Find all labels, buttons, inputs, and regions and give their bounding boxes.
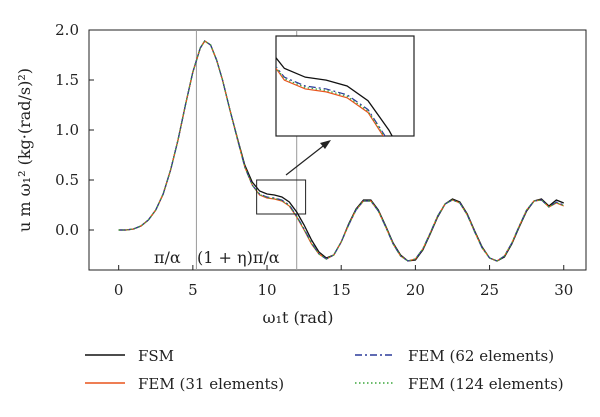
- legend-label-fem124: FEM (124 elements): [408, 375, 564, 393]
- x-tick-label: 0: [114, 281, 124, 299]
- inset: [256, 35, 415, 215]
- y-tick-label: 2.0: [55, 21, 79, 39]
- x-tick-label: 30: [554, 281, 573, 299]
- inset-series-line-3: [276, 65, 386, 136]
- y-tick-label: 0.5: [55, 171, 79, 189]
- y-tick-label: 1.5: [55, 71, 79, 89]
- legend-label-fem62: FEM (62 elements): [408, 347, 554, 365]
- legend-label-fsm: FSM: [138, 347, 174, 365]
- x-tick-label: 25: [480, 281, 499, 299]
- x-tick-label: 15: [332, 281, 351, 299]
- inset-pointer-arrow: [285, 142, 328, 176]
- series-line-4: [118, 40, 564, 262]
- inset-series-line-4: [276, 66, 385, 136]
- legend-label-fem31: FEM (31 elements): [138, 375, 284, 393]
- plot-area-frame: [88, 29, 587, 271]
- inset-series-line-2: [276, 67, 384, 136]
- inset-series: [276, 56, 393, 136]
- y-axis-title: u m ω₁² (kg·(rad/s)²): [15, 68, 34, 232]
- series-layer: [118, 40, 564, 262]
- x-axis-title: ω₁t (rad): [263, 308, 334, 327]
- zoom-region-box: [256, 179, 307, 215]
- x-tick-label: 20: [406, 281, 425, 299]
- inset-pointer-arrowhead: [320, 140, 331, 149]
- legend: FSM FEM (31 elements) FEM (62 elements) …: [85, 347, 564, 393]
- axis-ticks: 0 5 10 15 20 25 30 0.0 0.5 1.0 1.5 2.0: [55, 21, 573, 299]
- y-tick-label: 1.0: [55, 121, 79, 139]
- inset-series-line-1: [276, 56, 393, 136]
- x-tick-label: 5: [188, 281, 198, 299]
- y-tick-label: 0.0: [55, 221, 79, 239]
- vline-label-pi-over-alpha: π/α: [154, 248, 181, 267]
- x-tick-label: 10: [257, 281, 276, 299]
- vline-label-one-plus-eta: (1 + η)π/α: [197, 248, 280, 267]
